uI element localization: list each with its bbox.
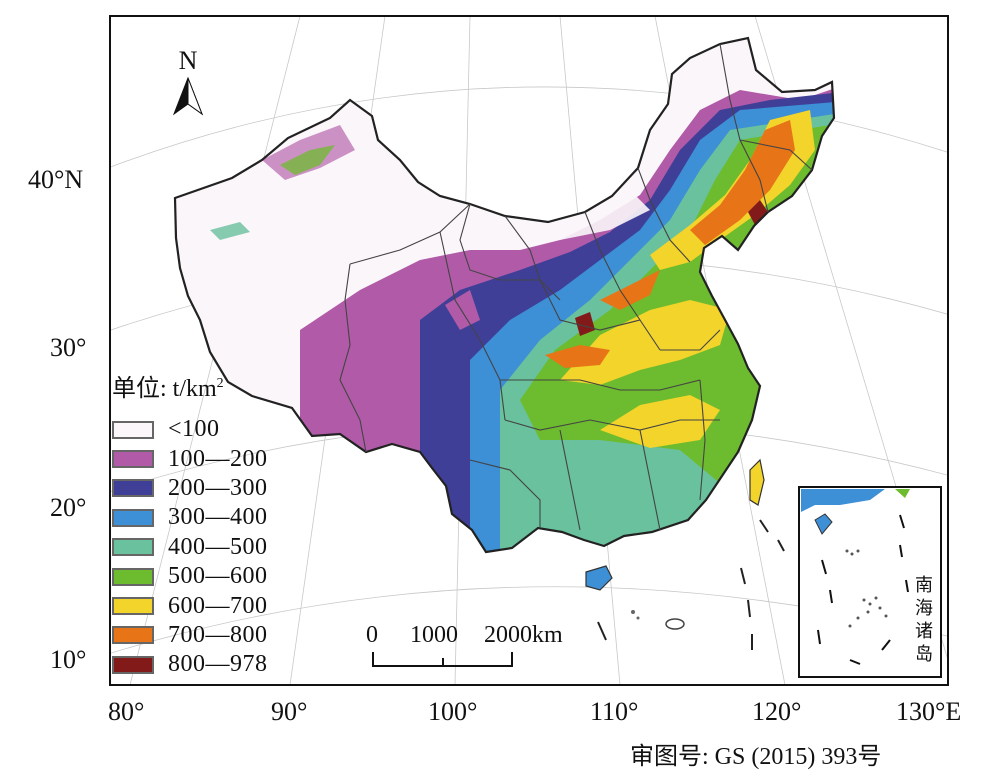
legend-swatch <box>112 538 154 557</box>
legend-label: 800—978 <box>168 651 268 678</box>
legend-swatch <box>112 420 154 439</box>
map-frame <box>109 15 949 686</box>
legend-item: 300—400 <box>112 503 268 532</box>
hainan-island <box>585 565 613 591</box>
legend-item: 500—600 <box>112 562 268 591</box>
legend-title: 单位: t/km2 <box>112 368 268 403</box>
legend-label: 300—400 <box>168 504 268 531</box>
north-letter: N <box>178 46 198 75</box>
legend-label: 700—800 <box>168 621 268 648</box>
legend-swatch <box>112 626 154 645</box>
legend-item: 200—300 <box>112 474 268 503</box>
legend-swatch <box>112 597 154 616</box>
legend-swatch <box>112 655 154 674</box>
legend: 单位: t/km2 <100 100—200 200—300 300—400 4… <box>112 368 268 680</box>
legend-label: 600—700 <box>168 592 268 619</box>
map-review-number: 审图号: GS (2015) 393号 <box>630 744 882 770</box>
legend-item: 400—500 <box>112 533 268 562</box>
legend-label: 500—600 <box>168 563 268 590</box>
inset-map <box>798 486 942 678</box>
legend-swatch <box>112 508 154 527</box>
maritime-boundary-dashes <box>597 519 785 650</box>
lon-label-110: 110° <box>590 697 639 726</box>
legend-title-text: 单位: t/km <box>112 376 217 402</box>
scale-tick-label-1000: 1000 <box>410 622 458 648</box>
legend-label: 400—500 <box>168 533 268 560</box>
scale-bar: 0 1000 2000km <box>364 622 594 672</box>
legend-title-superscript: 2 <box>216 376 224 391</box>
scale-bar-line <box>372 652 513 667</box>
north-arrow-icon <box>172 76 204 116</box>
inset-label-south-china-sea-islands: 南海诸岛 <box>915 575 933 664</box>
legend-item: 700—800 <box>112 621 268 650</box>
taiwan-island <box>749 458 765 506</box>
legend-swatch <box>112 479 154 498</box>
scale-tick-label-2000km: 2000km <box>484 622 563 648</box>
lon-label-80: 80° <box>108 697 145 726</box>
scale-tick-label-0: 0 <box>366 622 378 648</box>
north-arrow: N <box>170 48 206 123</box>
legend-swatch <box>112 450 154 469</box>
lat-label-20: 20° <box>50 493 87 522</box>
south-china-sea-islets <box>631 610 685 630</box>
lon-label-90: 90° <box>271 697 308 726</box>
lon-label-120: 120° <box>752 697 802 726</box>
province-borders <box>339 43 813 531</box>
legend-item: <100 <box>112 415 268 444</box>
legend-label: 100—200 <box>168 445 268 472</box>
lat-label-40n: 40°N <box>28 165 84 194</box>
legend-label: <100 <box>168 416 220 443</box>
lat-label-30: 30° <box>50 333 87 362</box>
lat-label-10: 10° <box>50 645 87 674</box>
legend-item: 800—978 <box>112 650 268 679</box>
china-territory <box>173 36 836 650</box>
legend-item: 100—200 <box>112 444 268 473</box>
legend-item: 600—700 <box>112 591 268 620</box>
lon-label-130e: 130°E <box>896 697 962 726</box>
lon-label-100: 100° <box>428 697 478 726</box>
legend-label: 200—300 <box>168 474 268 501</box>
legend-swatch <box>112 567 154 586</box>
